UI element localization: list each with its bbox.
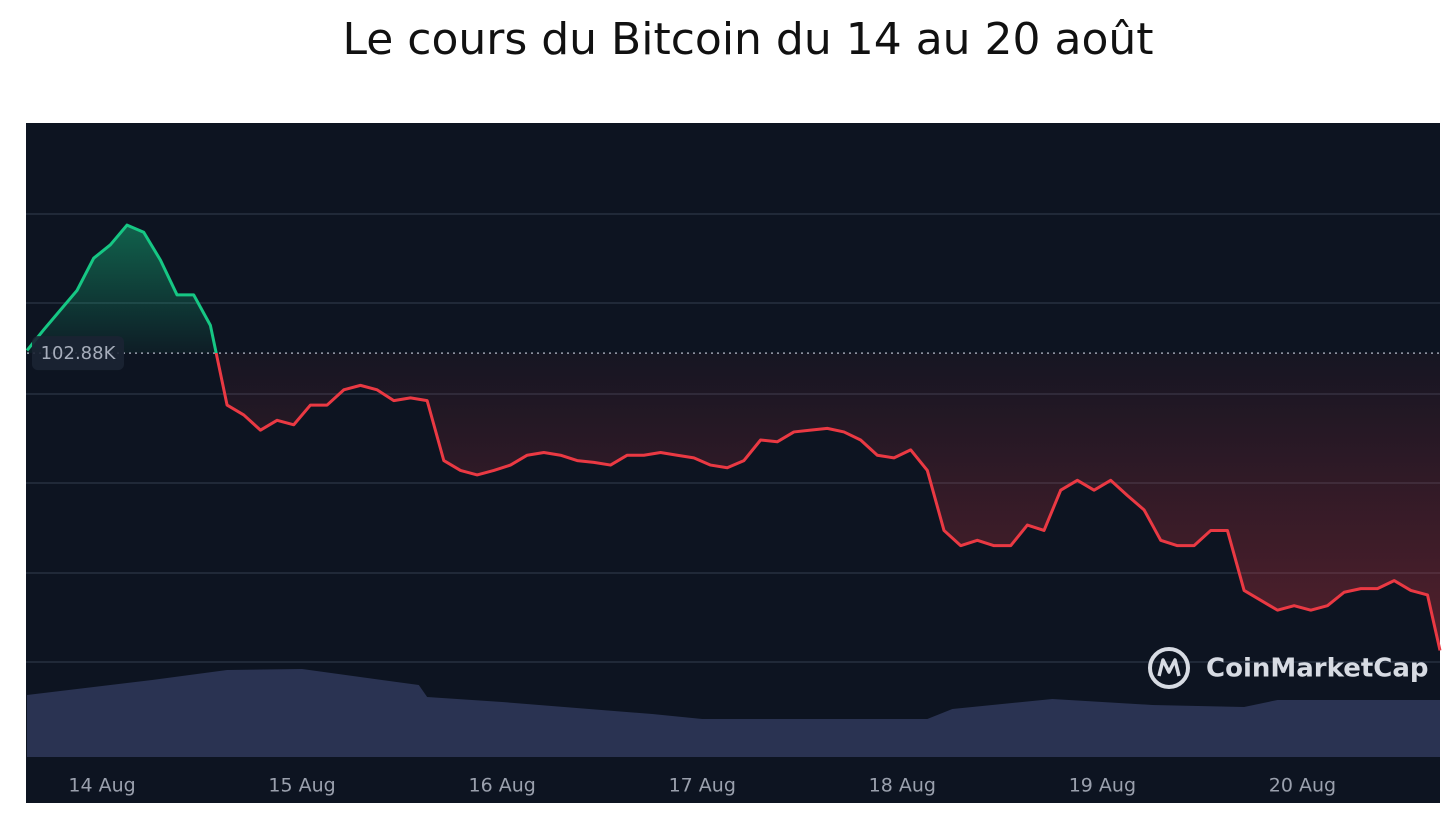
watermark: CoinMarketCap (1148, 647, 1429, 689)
x-tick-label: 14 Aug (68, 775, 135, 797)
watermark-text: CoinMarketCap (1206, 654, 1429, 684)
x-tick-label: 16 Aug (469, 775, 536, 797)
chart-title: Le cours du Bitcoin du 14 au 20 août (342, 14, 1153, 65)
volume-area (27, 669, 1440, 757)
baseline-label-box (32, 336, 124, 371)
price-line (25, 223, 1442, 651)
price-area (27, 225, 1440, 651)
x-tick-label: 20 Aug (1269, 775, 1336, 797)
x-tick-label: 18 Aug (869, 775, 936, 797)
x-tick-label: 17 Aug (669, 775, 736, 797)
watermark-logo-mark (1157, 658, 1181, 677)
watermark-logo (1148, 647, 1190, 689)
x-tick-label: 19 Aug (1069, 775, 1136, 797)
baseline-label: 102.88K (41, 343, 117, 364)
x-tick-label: 15 Aug (268, 775, 335, 797)
